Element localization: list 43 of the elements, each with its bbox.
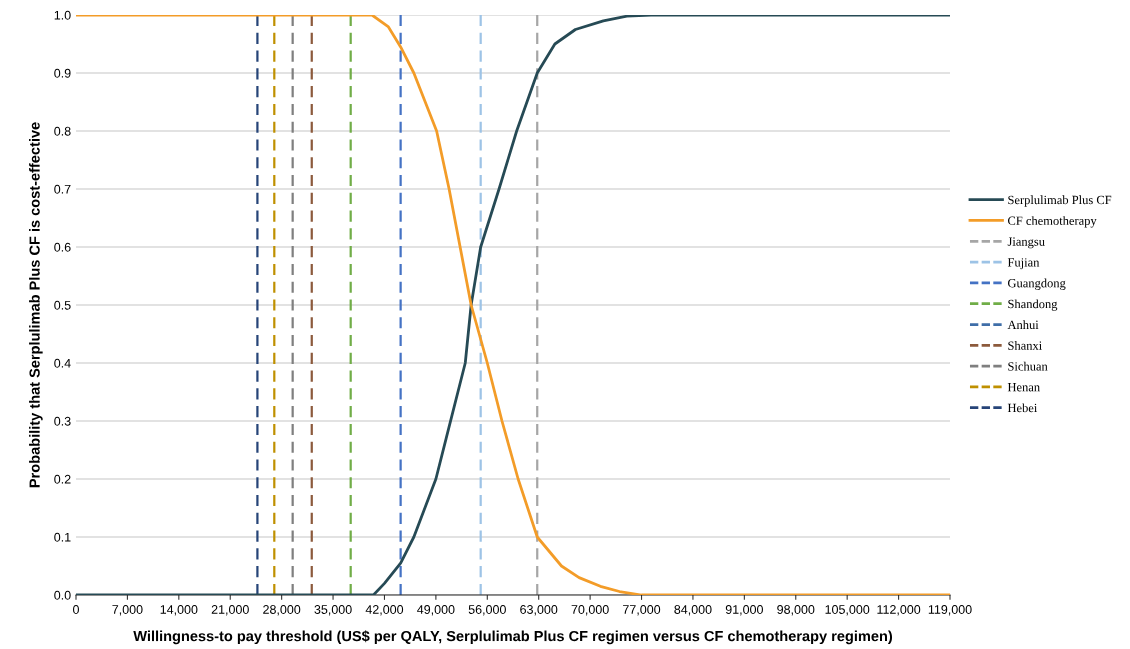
legend-label: Guangdong bbox=[1007, 278, 1066, 290]
legend-label: Jiangsu bbox=[1007, 237, 1045, 249]
y-tick-label: 0.8 bbox=[54, 126, 71, 136]
x-tick-label: 63,000 bbox=[520, 605, 558, 616]
legend-label: Shandong bbox=[1008, 299, 1058, 311]
x-tick-label: 35,000 bbox=[314, 605, 352, 616]
y-tick-label: 1.0 bbox=[54, 10, 71, 20]
x-tick-label: 0 bbox=[73, 605, 79, 614]
x-tick-label: 112,000 bbox=[877, 605, 921, 616]
legend-label: Hebei bbox=[1007, 403, 1038, 413]
y-tick-label: 0.0 bbox=[54, 590, 71, 600]
x-tick-label: 49,000 bbox=[417, 605, 455, 616]
legend-label: CF chemotherapy bbox=[1007, 216, 1097, 228]
x-tick-label: 105,000 bbox=[825, 605, 870, 616]
legend-label: Sichuan bbox=[1008, 361, 1048, 371]
x-tick-label: 70,000 bbox=[571, 605, 609, 616]
y-tick-label: 0.1 bbox=[54, 532, 71, 542]
y-tick-label: 0.3 bbox=[54, 416, 71, 426]
x-tick-label: 91,000 bbox=[725, 605, 763, 616]
legend-label: Anhui bbox=[1007, 320, 1039, 330]
legend-label: Shanxi bbox=[1008, 341, 1042, 350]
y-tick-label: 0.2 bbox=[54, 474, 71, 484]
y-tick-label: 0.6 bbox=[54, 242, 71, 252]
x-tick-label: 84,000 bbox=[674, 605, 712, 616]
legend-label: Henan bbox=[1007, 383, 1040, 392]
y-tick-label: 0.9 bbox=[54, 68, 71, 78]
legend-label: Serplulimab Plus CF bbox=[1008, 195, 1112, 207]
y-axis-title: Probability that Serplulimab Plus CF is cost-effective bbox=[29, 122, 43, 488]
x-tick-label: 7,000 bbox=[112, 605, 143, 616]
legend-label: Fujian bbox=[1007, 258, 1040, 270]
x-tick-label: 21,000 bbox=[211, 605, 249, 616]
line-series bbox=[76, 15, 950, 595]
y-tick-label: 0.5 bbox=[54, 300, 71, 310]
x-tick-label: 77,000 bbox=[623, 605, 661, 616]
x-tick-label: 119,000 bbox=[928, 605, 972, 616]
x-axis-title: Willingness-to pay threshold (US$ per QALY, Serplulimab Plus CF regimen versus CF chemotherapy regimen) bbox=[133, 630, 893, 645]
x-tick-label: 98,000 bbox=[777, 605, 815, 616]
x-tick-label: 42,000 bbox=[365, 605, 404, 616]
x-tick-label: 56,000 bbox=[468, 605, 506, 616]
y-tick-label: 0.4 bbox=[54, 358, 71, 368]
x-tick-label: 28,000 bbox=[263, 605, 301, 616]
x-tick-label: 14,000 bbox=[160, 605, 198, 616]
y-tick-label: 0.7 bbox=[54, 184, 71, 194]
